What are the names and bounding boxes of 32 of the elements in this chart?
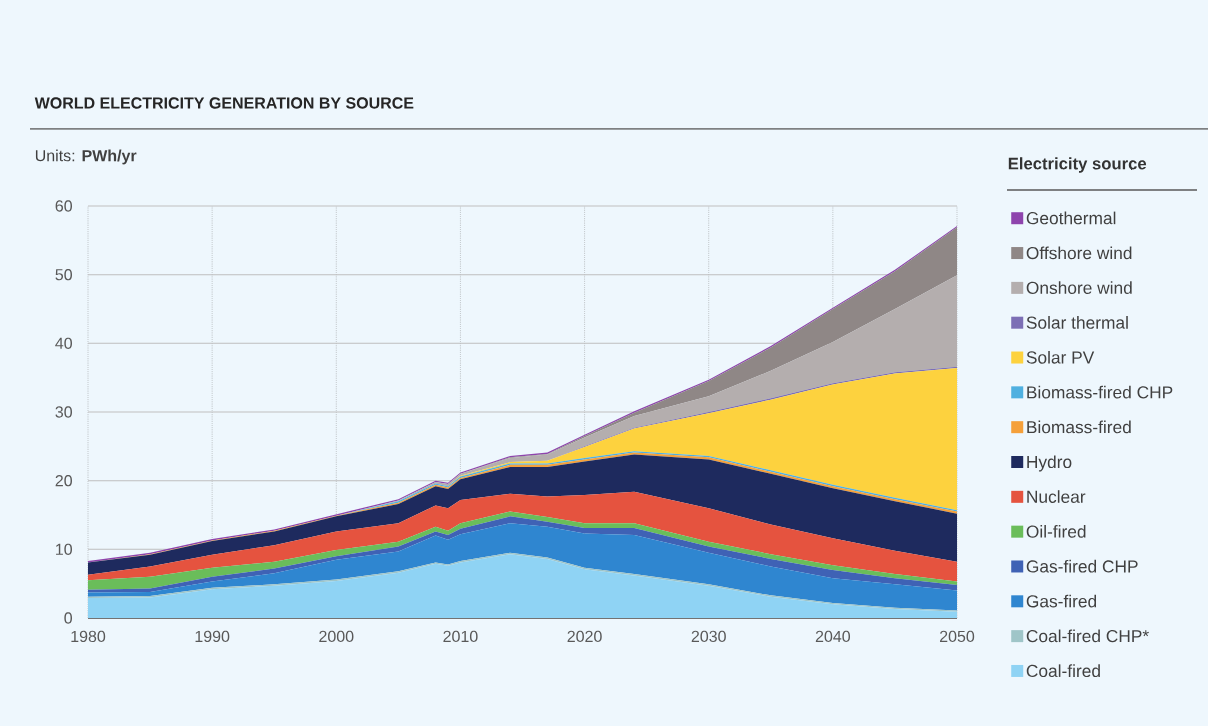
x-tick-label: 2030 — [691, 630, 726, 643]
chart-subtitle: Units: PWh/yr — [35, 149, 137, 165]
x-tick-label: 1990 — [195, 630, 230, 643]
y-tick-label: 50 — [55, 269, 72, 281]
legend-label: Coal-fired CHP* — [1026, 629, 1149, 643]
x-tick-label: 2010 — [443, 630, 478, 643]
x-tick-label: 2000 — [319, 630, 354, 643]
legend-label: Solar thermal — [1026, 316, 1128, 329]
legend-label: Offshore wind — [1026, 246, 1132, 260]
x-tick-label: 2020 — [567, 630, 602, 643]
y-tick-label: 30 — [55, 406, 72, 418]
y-tick-label: 0 — [64, 612, 73, 624]
legend-label: Geothermal — [1026, 211, 1116, 225]
legend-label: Onshore wind — [1026, 281, 1132, 294]
legend-label: Biomass-fired CHP — [1027, 385, 1173, 399]
legend-title: Electricity source — [1008, 157, 1147, 173]
y-tick-label: 10 — [56, 543, 72, 555]
legend-label: Coal-fired — [1026, 664, 1100, 678]
legend-label: Solar PV — [1026, 350, 1095, 364]
x-tick-label: 2040 — [815, 630, 851, 643]
y-tick-label: 40 — [55, 337, 72, 349]
y-tick-label: 60 — [55, 200, 72, 212]
legend-label: Gas-fired CHP — [1026, 559, 1138, 573]
x-tick-label: 1980 — [71, 630, 106, 643]
legend-label: Nuclear — [1027, 490, 1086, 503]
legend-label: Biomass-fired — [1027, 420, 1131, 434]
y-tick-label: 20 — [55, 475, 72, 487]
legend-label: Oil-fired — [1026, 525, 1086, 538]
legend-label: Hydro — [1027, 455, 1072, 472]
legend-label: Gas-fired — [1026, 594, 1097, 608]
chart-title: WORLD ELECTRICITY GENERATION BY SOURCE — [34, 97, 414, 109]
x-tick-label: 2050 — [939, 630, 975, 643]
